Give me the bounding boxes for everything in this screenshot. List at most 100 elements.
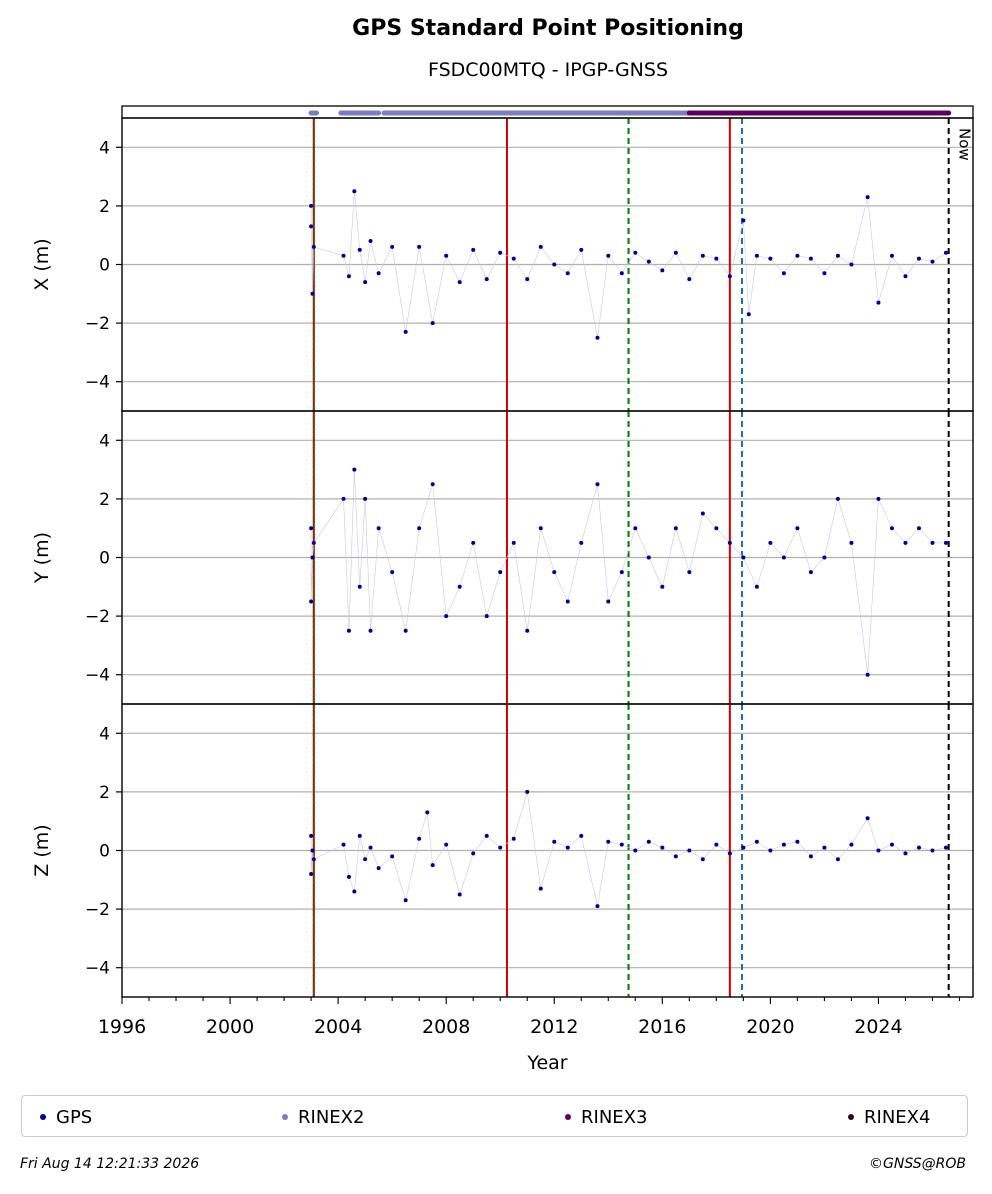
- series-gps-link: [391, 856, 406, 901]
- series-gps-link: [459, 542, 474, 587]
- x-tick-label: 2016: [638, 1016, 686, 1038]
- data-point: [660, 584, 665, 589]
- data-point: [835, 857, 840, 862]
- data-point: [746, 312, 751, 317]
- series-gps-link: [472, 249, 487, 280]
- data-point: [311, 244, 316, 249]
- series-gps-link: [445, 586, 460, 617]
- series-gps-link: [354, 191, 361, 250]
- series-gps-link: [580, 835, 598, 907]
- data-point: [471, 540, 476, 545]
- series-gps-link: [472, 835, 487, 854]
- data-point: [352, 889, 357, 894]
- series-gps-link: [824, 847, 839, 860]
- series-gps-link: [824, 255, 839, 274]
- series-gps-link: [729, 847, 744, 854]
- footer-copyright: ©GNSS@ROB: [869, 1156, 966, 1172]
- data-point: [930, 259, 935, 264]
- series-gps-link: [567, 542, 582, 602]
- series-gps-link: [918, 527, 933, 544]
- series-gps-link: [313, 246, 344, 256]
- series-gps-link: [837, 255, 852, 265]
- series-gps-link: [567, 835, 582, 848]
- data-point: [310, 555, 315, 560]
- data-point: [741, 218, 746, 223]
- data-point: [822, 555, 827, 560]
- data-point: [346, 628, 351, 633]
- x-tick-label: 2004: [314, 1016, 362, 1038]
- series-gps-link: [905, 847, 920, 854]
- series-gps-link: [648, 557, 663, 587]
- series-gps-link: [662, 847, 676, 857]
- data-point: [619, 570, 624, 575]
- series-gps-link: [418, 812, 428, 839]
- data-point: [916, 526, 921, 531]
- series-gps-link: [348, 876, 355, 892]
- data-point: [525, 628, 530, 633]
- data-point: [390, 570, 395, 575]
- data-point: [309, 203, 314, 208]
- data-point: [835, 253, 840, 258]
- series-gps-link: [918, 258, 933, 262]
- data-point: [687, 277, 692, 282]
- data-point: [700, 857, 705, 862]
- x-tick-label: 2000: [206, 1016, 254, 1038]
- data-point: [619, 271, 624, 276]
- data-point: [889, 253, 894, 258]
- series-gps-link: [743, 841, 757, 848]
- series-gps-link: [635, 528, 650, 558]
- y-tick-label: −4: [85, 959, 110, 979]
- data-point: [471, 247, 476, 252]
- data-point: [673, 854, 678, 859]
- panel-1: 4 2 0 −2 −4 X (m): [31, 117, 974, 412]
- series-gps-link: [370, 847, 379, 869]
- series-gps-link: [635, 252, 649, 262]
- data-point: [484, 614, 489, 619]
- series-gps-link: [378, 528, 393, 573]
- panel-2: 4 2 0 −2 −4 Y (m): [31, 410, 974, 705]
- data-point: [390, 244, 395, 249]
- series-gps-link: [343, 844, 350, 877]
- y-axis-label: Y (m): [31, 532, 53, 584]
- series-gps-link: [810, 258, 825, 274]
- series-gps-link: [810, 557, 825, 573]
- data-point: [865, 195, 870, 200]
- series-gps-link: [810, 847, 825, 857]
- series-gps-link: [635, 841, 649, 851]
- data-point: [357, 833, 362, 838]
- data-point: [346, 874, 351, 879]
- data-point: [808, 256, 813, 261]
- series-gps-link: [662, 528, 677, 587]
- data-point: [430, 863, 435, 868]
- series-gps-link: [364, 241, 371, 283]
- series-gps-link: [354, 835, 361, 892]
- series-gps-link: [348, 191, 355, 277]
- series-gps-link: [418, 246, 433, 324]
- series-gps-link: [716, 527, 731, 544]
- data-point: [781, 555, 786, 560]
- data-point: [311, 857, 316, 862]
- data-point: [565, 599, 570, 604]
- series-gps-link: [621, 528, 636, 573]
- series-gps-link: [459, 853, 474, 895]
- data-point: [930, 540, 935, 545]
- data-point: [511, 540, 516, 545]
- data-point: [498, 570, 503, 575]
- data-point: [903, 851, 908, 856]
- x-axis-label: Year: [526, 1052, 567, 1074]
- y-tick-label: −2: [85, 314, 110, 334]
- series-gps-link: [867, 197, 879, 303]
- data-point: [930, 848, 935, 853]
- series-gps-link: [432, 484, 447, 617]
- data-point: [849, 842, 854, 847]
- data-point: [525, 277, 530, 282]
- legend-marker-rinex4: [848, 1114, 854, 1120]
- y-axis-label: X (m): [31, 238, 53, 290]
- series-gps-link: [567, 249, 582, 274]
- series-gps-link: [445, 255, 460, 283]
- series-gps-link: [729, 542, 744, 558]
- data-point: [876, 300, 881, 305]
- data-point: [714, 842, 719, 847]
- series-gps-link: [405, 246, 420, 332]
